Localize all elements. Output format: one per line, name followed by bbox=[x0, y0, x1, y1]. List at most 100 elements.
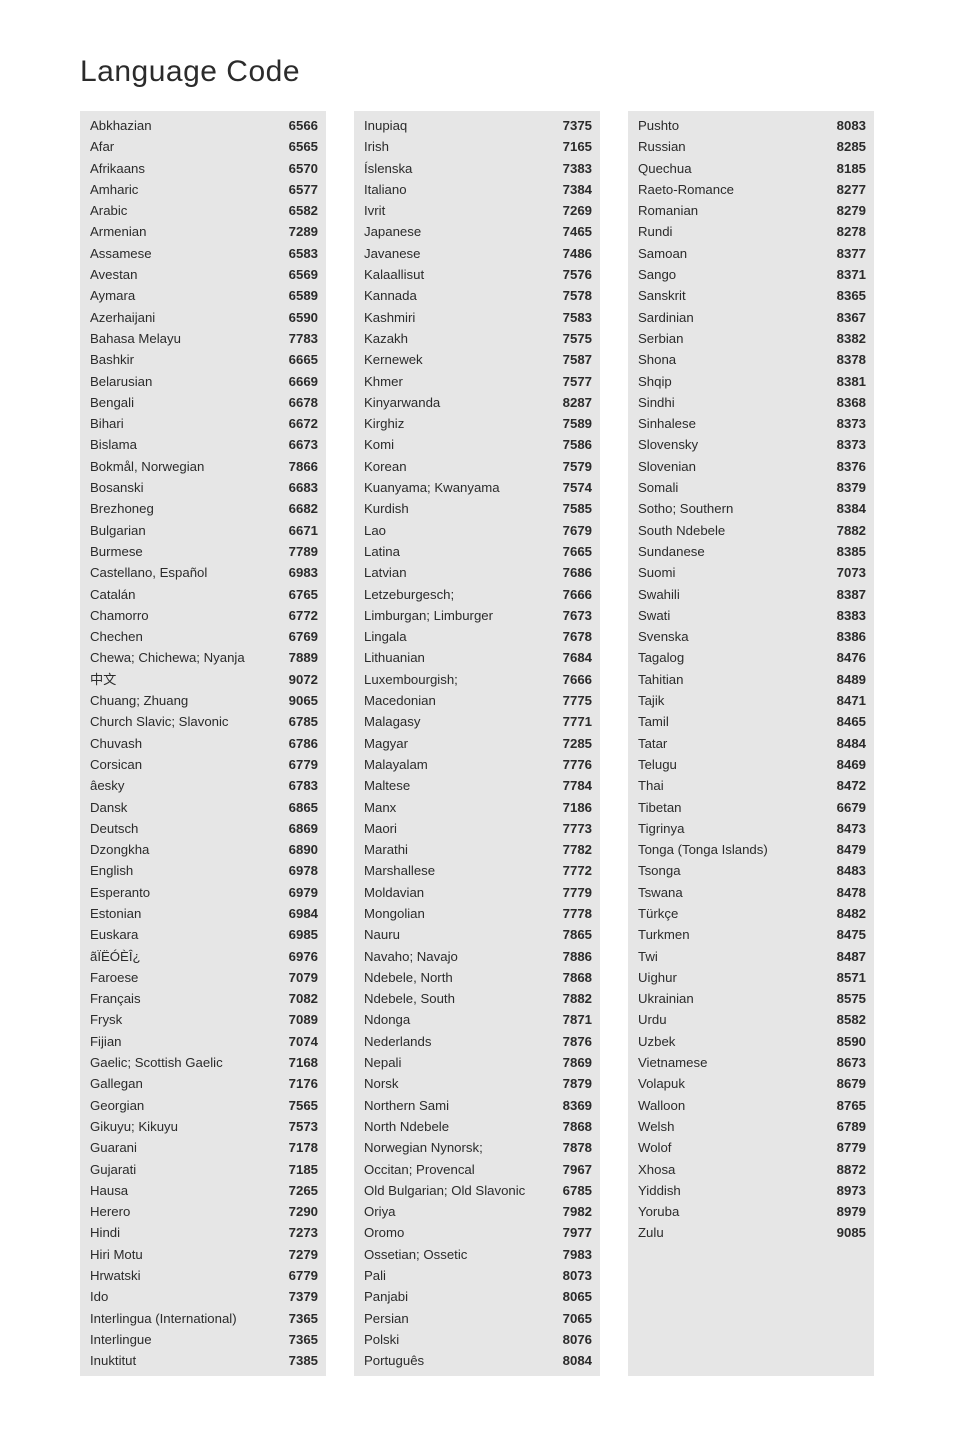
language-name: Lingala bbox=[364, 626, 557, 647]
language-name: Inupiaq bbox=[364, 115, 557, 136]
language-name: Hiri Motu bbox=[90, 1244, 283, 1265]
language-row: Oriya7982 bbox=[364, 1201, 592, 1222]
language-row: Kuanyama; Kwanyama7574 bbox=[364, 477, 592, 498]
language-row: Suomi7073 bbox=[638, 562, 866, 583]
language-code: 7079 bbox=[283, 967, 318, 988]
language-row: Bosanski6683 bbox=[90, 477, 318, 498]
language-row: Manx7186 bbox=[364, 797, 592, 818]
language-row: Sango8371 bbox=[638, 264, 866, 285]
language-name: Kinyarwanda bbox=[364, 392, 557, 413]
language-code: 7385 bbox=[283, 1350, 318, 1371]
language-row: Shqip8381 bbox=[638, 371, 866, 392]
language-name: Faroese bbox=[90, 967, 283, 988]
language-code: 7185 bbox=[283, 1159, 318, 1180]
language-row: âesky6783 bbox=[90, 775, 318, 796]
language-row: Nederlands7876 bbox=[364, 1031, 592, 1052]
language-row: Estonian6984 bbox=[90, 903, 318, 924]
language-row: Thai8472 bbox=[638, 775, 866, 796]
language-row: Bulgarian6671 bbox=[90, 520, 318, 541]
language-row: Mongolian7778 bbox=[364, 903, 592, 924]
language-code: 7565 bbox=[283, 1095, 318, 1116]
language-code: 7290 bbox=[283, 1201, 318, 1222]
language-row: Hindi7273 bbox=[90, 1222, 318, 1243]
language-name: Serbian bbox=[638, 328, 831, 349]
language-name: Tamil bbox=[638, 711, 831, 732]
language-name: Sindhi bbox=[638, 392, 831, 413]
language-name: Burmese bbox=[90, 541, 283, 562]
language-name: Nepali bbox=[364, 1052, 557, 1073]
language-row: Kernewek7587 bbox=[364, 349, 592, 370]
language-row: Íslenska7383 bbox=[364, 158, 592, 179]
empty-row bbox=[638, 1265, 866, 1286]
language-name: Azerhaijani bbox=[90, 307, 283, 328]
language-code: 7886 bbox=[557, 946, 592, 967]
language-code: 6565 bbox=[283, 136, 318, 157]
language-row: Norsk7879 bbox=[364, 1073, 592, 1094]
language-name: Somali bbox=[638, 477, 831, 498]
language-row: Tibetan6679 bbox=[638, 797, 866, 818]
language-name: Latina bbox=[364, 541, 557, 562]
language-code: 6984 bbox=[283, 903, 318, 924]
language-row: Tajik8471 bbox=[638, 690, 866, 711]
language-code: 8084 bbox=[557, 1350, 592, 1371]
language-code: 7871 bbox=[557, 1009, 592, 1030]
language-row: Ossetian; Ossetic7983 bbox=[364, 1244, 592, 1265]
language-row: Gujarati7185 bbox=[90, 1159, 318, 1180]
language-row: Hiri Motu7279 bbox=[90, 1244, 318, 1265]
language-name: Interlingue bbox=[90, 1329, 283, 1350]
language-row: English6978 bbox=[90, 860, 318, 881]
language-name: Sinhalese bbox=[638, 413, 831, 434]
language-name: South Ndebele bbox=[638, 520, 831, 541]
language-name: Swati bbox=[638, 605, 831, 626]
language-name: Turkmen bbox=[638, 924, 831, 945]
language-code: 7684 bbox=[557, 647, 592, 668]
language-row: Bahasa Melayu7783 bbox=[90, 328, 318, 349]
language-row: Français7082 bbox=[90, 988, 318, 1009]
language-code: 7775 bbox=[557, 690, 592, 711]
language-name: Samoan bbox=[638, 243, 831, 264]
language-code: 8378 bbox=[831, 349, 866, 370]
language-code: 8471 bbox=[831, 690, 866, 711]
language-code: 7365 bbox=[283, 1329, 318, 1350]
language-row: Yoruba8979 bbox=[638, 1201, 866, 1222]
language-name: Tonga (Tonga Islands) bbox=[638, 839, 831, 860]
language-row: Lao7679 bbox=[364, 520, 592, 541]
language-code: 8478 bbox=[831, 882, 866, 903]
language-row: Tigrinya8473 bbox=[638, 818, 866, 839]
language-name: Oriya bbox=[364, 1201, 557, 1222]
language-row: Pushto8083 bbox=[638, 115, 866, 136]
language-code: 8872 bbox=[831, 1159, 866, 1180]
language-row: Gaelic; Scottish Gaelic7168 bbox=[90, 1052, 318, 1073]
language-name: Khmer bbox=[364, 371, 557, 392]
language-name: Xhosa bbox=[638, 1159, 831, 1180]
language-name: Pushto bbox=[638, 115, 831, 136]
language-code: 7789 bbox=[283, 541, 318, 562]
language-code: 8369 bbox=[557, 1095, 592, 1116]
language-row: Sinhalese8373 bbox=[638, 413, 866, 434]
language-name: Kurdish bbox=[364, 498, 557, 519]
language-name: English bbox=[90, 860, 283, 881]
language-row: Kinyarwanda8287 bbox=[364, 392, 592, 413]
language-code: 6978 bbox=[283, 860, 318, 881]
language-code: 6983 bbox=[283, 562, 318, 583]
language-row: Afar6565 bbox=[90, 136, 318, 157]
language-code: 8373 bbox=[831, 434, 866, 455]
language-code: 7379 bbox=[283, 1286, 318, 1307]
language-row: Turkmen8475 bbox=[638, 924, 866, 945]
language-row: Telugu8469 bbox=[638, 754, 866, 775]
language-row: Chechen6769 bbox=[90, 626, 318, 647]
language-row: Luxembourgish;7666 bbox=[364, 669, 592, 690]
language-code: 7576 bbox=[557, 264, 592, 285]
language-name: Chewa; Chichewa; Nyanja bbox=[90, 647, 283, 668]
language-row: Khmer7577 bbox=[364, 371, 592, 392]
language-code: 7868 bbox=[557, 1116, 592, 1137]
language-row: Tahitian8489 bbox=[638, 669, 866, 690]
language-name: Chuvash bbox=[90, 733, 283, 754]
language-code: 7866 bbox=[283, 456, 318, 477]
language-row: Chewa; Chichewa; Nyanja7889 bbox=[90, 647, 318, 668]
language-row: Gallegan7176 bbox=[90, 1073, 318, 1094]
language-code: 8469 bbox=[831, 754, 866, 775]
language-row: Javanese7486 bbox=[364, 243, 592, 264]
language-code: 7289 bbox=[283, 221, 318, 242]
language-code: 6785 bbox=[557, 1180, 592, 1201]
